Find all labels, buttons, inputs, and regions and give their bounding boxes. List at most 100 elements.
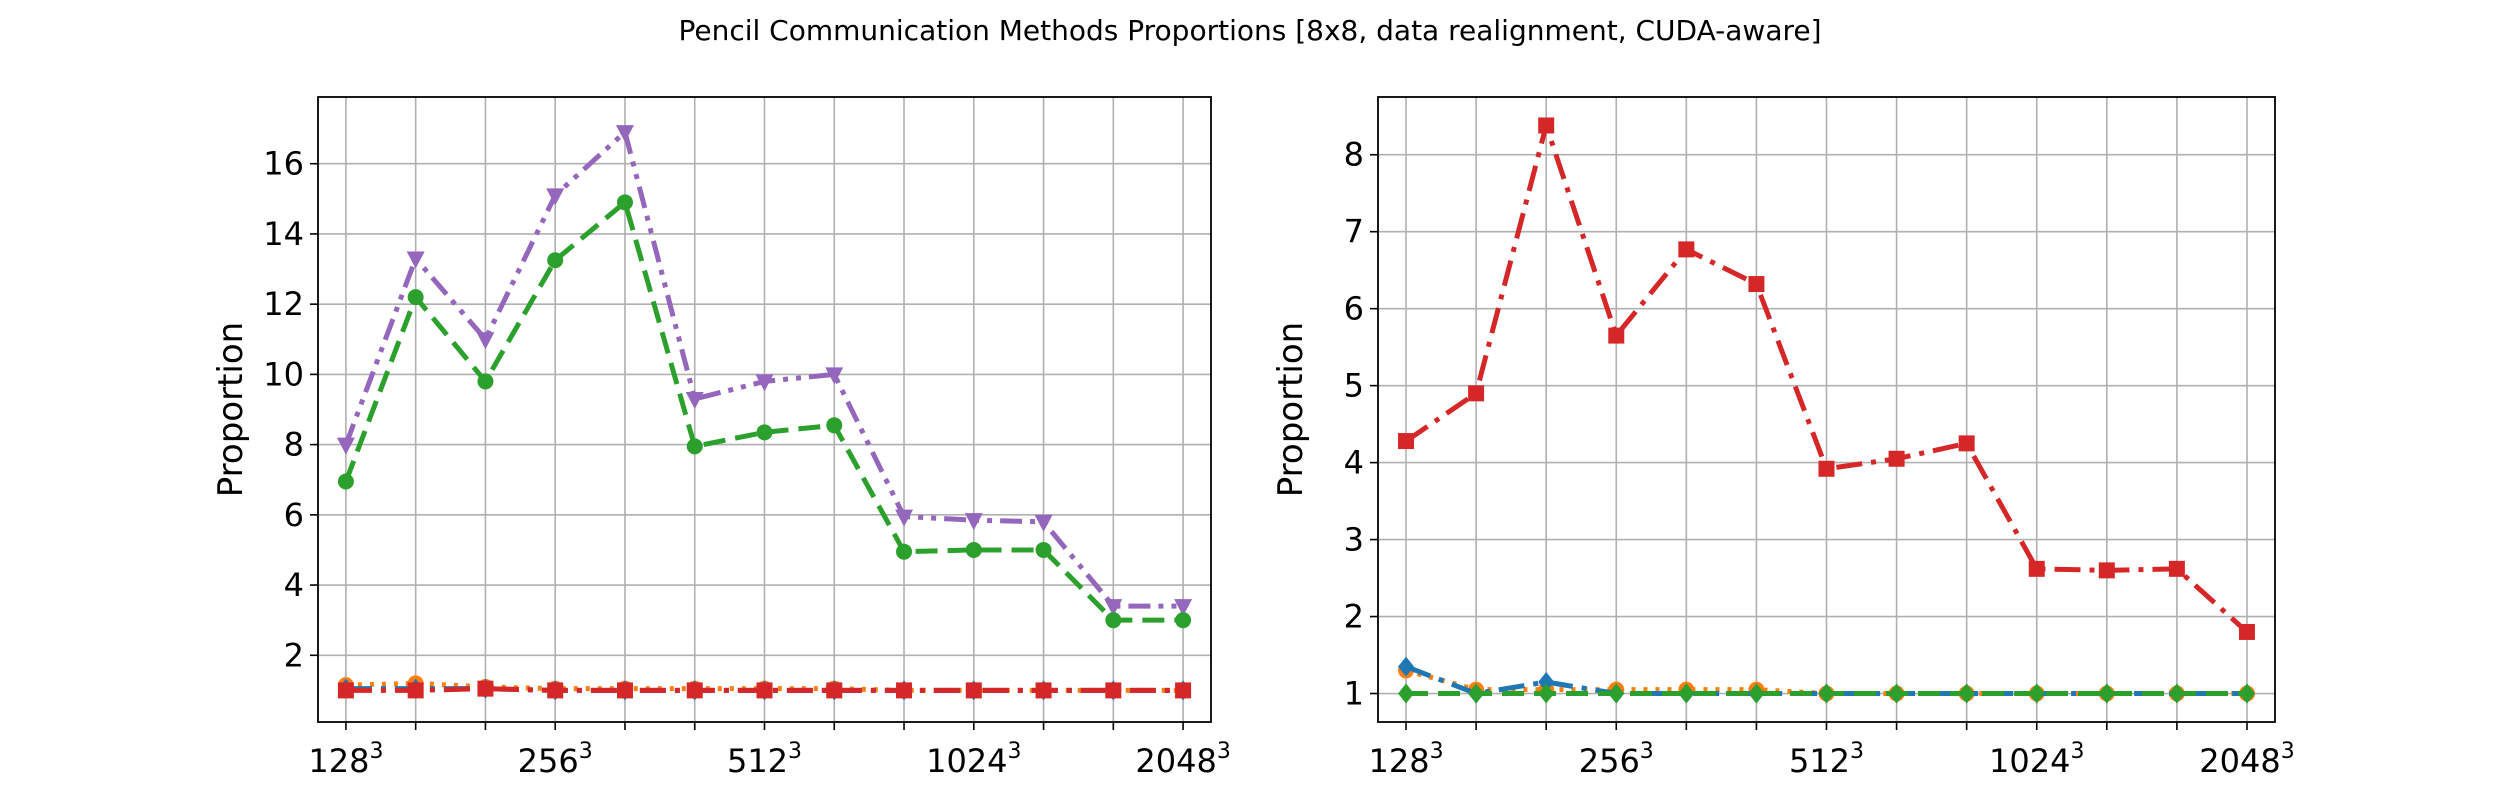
- data-point-2-red-10: [2098, 562, 2115, 579]
- x-tick-label-1-4: 20483: [1135, 739, 1230, 780]
- plot-frame-1: [317, 96, 1212, 723]
- data-point-1-green-3: [547, 252, 564, 269]
- data-point-1-red-2: [477, 680, 494, 697]
- data-point-1-green-10: [1035, 541, 1052, 558]
- data-point-2-red-5: [1748, 276, 1765, 293]
- data-point-1-red-0: [337, 682, 354, 699]
- data-point-1-green-7: [826, 417, 843, 434]
- data-point-1-red-8: [896, 682, 913, 699]
- data-point-1-red-6: [756, 682, 773, 699]
- data-point-1-green-6: [756, 424, 773, 441]
- data-point-2-green-12: [2238, 683, 2255, 704]
- x-tick-label-2-2: 5123: [1789, 739, 1864, 780]
- data-point-1-green-8: [896, 543, 913, 560]
- data-point-1-green-5: [686, 438, 703, 455]
- data-point-2-red-6: [1818, 460, 1835, 477]
- data-point-1-red-3: [547, 682, 564, 699]
- y-tick-label-1-7: 16: [263, 145, 304, 183]
- data-point-2-green-5: [1748, 683, 1765, 704]
- y-tick-label-1-6: 14: [263, 215, 304, 253]
- data-point-1-purple-0: [336, 437, 355, 455]
- data-point-2-red-11: [2168, 560, 2185, 577]
- data-point-1-red-4: [616, 682, 633, 699]
- data-point-2-red-9: [2028, 560, 2045, 577]
- data-point-1-red-1: [407, 682, 424, 699]
- data-point-2-red-8: [1958, 435, 1975, 452]
- y-axis-label-2: Proportion: [1271, 322, 1311, 497]
- y-tick-label-2-0: 1: [1344, 675, 1364, 713]
- data-point-2-green-11: [2168, 683, 2185, 704]
- data-point-2-red-2: [1538, 117, 1555, 134]
- data-point-2-green-4: [1678, 683, 1695, 704]
- data-point-1-purple-10: [1034, 514, 1053, 532]
- data-point-1-red-10: [1035, 682, 1052, 699]
- data-point-2-green-1: [1468, 683, 1485, 704]
- data-point-1-green-2: [477, 373, 494, 390]
- plot-frame-2: [1377, 96, 2276, 723]
- series-group-2: [1398, 117, 2255, 704]
- data-point-1-purple-11: [1104, 599, 1123, 617]
- data-point-1-red-5: [686, 682, 703, 699]
- data-point-1-red-9: [965, 682, 982, 699]
- data-point-1-purple-3: [546, 188, 565, 206]
- data-point-1-green-11: [1105, 612, 1122, 629]
- y-tick-label-2-5: 6: [1344, 290, 1364, 328]
- chart-panel-2: 1 2 3 4 5 6 7 8 1283 2563 5123 10243 20483 Proportion: [1271, 96, 2295, 780]
- x-tick-label-1-2: 5123: [727, 739, 802, 780]
- data-point-2-green-0: [1398, 683, 1415, 704]
- data-point-2-green-7: [1888, 683, 1905, 704]
- x-tick-label-2-1: 2563: [1579, 739, 1654, 780]
- data-point-1-purple-12: [1174, 599, 1193, 617]
- data-point-1-red-12: [1175, 682, 1192, 699]
- y-tick-label-2-7: 8: [1344, 136, 1364, 174]
- data-point-1-red-7: [826, 682, 843, 699]
- x-tick-label-1-0: 1283: [308, 739, 383, 780]
- x-tick-label-2-4: 20483: [2199, 739, 2294, 780]
- data-point-1-green-9: [965, 541, 982, 558]
- data-point-1-purple-5: [685, 391, 704, 409]
- data-point-2-blue-0: [1398, 656, 1415, 677]
- y-tick-label-2-4: 5: [1344, 367, 1364, 405]
- data-point-2-blue-2: [1538, 671, 1555, 692]
- data-point-2-green-2: [1538, 683, 1555, 704]
- data-point-1-purple-1: [406, 251, 425, 269]
- series-group-1: [336, 125, 1193, 701]
- data-point-1-purple-7: [825, 367, 844, 385]
- y-tick-label-1-5: 12: [263, 285, 304, 323]
- y-tick-label-1-2: 6: [284, 496, 304, 534]
- data-point-1-purple-9: [964, 513, 983, 531]
- y-tick-label-1-3: 8: [284, 426, 304, 464]
- data-point-2-green-6: [1818, 683, 1835, 704]
- data-point-1-purple-6: [755, 374, 774, 392]
- x-tick-label-2-3: 10243: [1989, 739, 2084, 780]
- data-point-2-red-7: [1888, 450, 1905, 467]
- data-point-1-green-12: [1175, 612, 1192, 629]
- y-tick-label-1-1: 4: [284, 566, 304, 604]
- data-point-2-red-3: [1608, 327, 1625, 344]
- chart-panel-1: 2 4 6 8 10 12 14 16 1283 2563 5123 10243 20483 Propor…: [211, 96, 1231, 780]
- y-tick-label-2-1: 2: [1344, 598, 1364, 636]
- data-point-2-red-12: [2238, 623, 2255, 640]
- data-point-1-green-0: [337, 473, 354, 490]
- data-point-2-green-3: [1608, 683, 1625, 704]
- data-point-1-purple-2: [476, 332, 495, 350]
- data-point-2-green-8: [1958, 683, 1975, 704]
- data-point-1-green-1: [407, 289, 424, 306]
- data-point-2-red-0: [1398, 433, 1415, 450]
- y-tick-label-2-2: 3: [1344, 521, 1364, 559]
- y-tick-label-1-4: 10: [263, 355, 304, 393]
- y-axis-label-1: Proportion: [211, 322, 251, 497]
- data-point-1-green-4: [616, 194, 633, 211]
- x-tick-label-2-0: 1283: [1368, 739, 1443, 780]
- data-point-1-red-11: [1105, 682, 1122, 699]
- data-point-1-purple-8: [895, 509, 914, 527]
- data-point-2-green-10: [2098, 683, 2115, 704]
- data-point-2-red-1: [1468, 385, 1485, 402]
- y-tick-label-1-0: 2: [284, 636, 304, 674]
- x-tick-label-1-1: 2563: [518, 739, 593, 780]
- data-point-2-red-4: [1678, 241, 1695, 258]
- data-point-1-purple-4: [615, 125, 634, 143]
- x-tick-label-1-3: 10243: [926, 739, 1021, 780]
